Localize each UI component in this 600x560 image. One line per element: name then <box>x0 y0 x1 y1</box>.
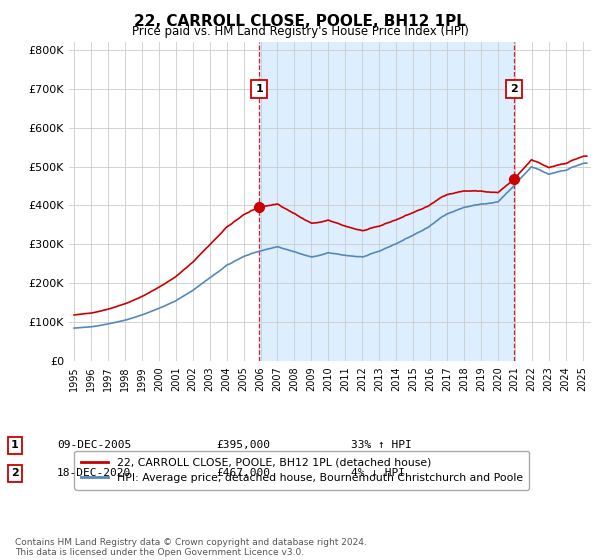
Text: £467,000: £467,000 <box>216 468 270 478</box>
Text: £395,000: £395,000 <box>216 440 270 450</box>
Text: 1: 1 <box>255 83 263 94</box>
Text: 18-DEC-2020: 18-DEC-2020 <box>57 468 131 478</box>
Text: Contains HM Land Registry data © Crown copyright and database right 2024.
This d: Contains HM Land Registry data © Crown c… <box>15 538 367 557</box>
Text: 33% ↑ HPI: 33% ↑ HPI <box>351 440 412 450</box>
Text: 1: 1 <box>11 440 19 450</box>
Legend: 22, CARROLL CLOSE, POOLE, BH12 1PL (detached house), HPI: Average price, detache: 22, CARROLL CLOSE, POOLE, BH12 1PL (deta… <box>74 451 529 489</box>
Bar <box>259 42 514 361</box>
Text: Price paid vs. HM Land Registry's House Price Index (HPI): Price paid vs. HM Land Registry's House … <box>131 25 469 38</box>
Text: 2: 2 <box>11 468 19 478</box>
Text: 4% ↓ HPI: 4% ↓ HPI <box>351 468 405 478</box>
Text: 22, CARROLL CLOSE, POOLE, BH12 1PL: 22, CARROLL CLOSE, POOLE, BH12 1PL <box>134 14 466 29</box>
Text: 2: 2 <box>510 83 518 94</box>
Text: 09-DEC-2005: 09-DEC-2005 <box>57 440 131 450</box>
